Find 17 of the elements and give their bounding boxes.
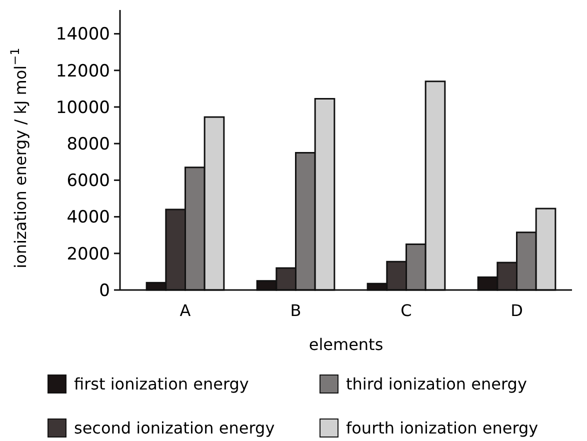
y-tick-label: 2000 [66,244,110,264]
legend-label: fourth ionization energy [346,418,538,438]
y-tick-label: 12000 [56,61,110,82]
y-tick-label: 14000 [56,24,110,45]
x-axis-title: elements [308,335,384,354]
legend-label: third ionization energy [346,374,527,394]
legend-label: first ionization energy [74,374,249,394]
x-tick-label: B [290,301,302,320]
y-tick-label: 4000 [66,208,110,228]
x-tick-label: C [400,301,412,320]
x-tick-label: D [510,301,523,320]
y-tick-label: 0 [99,280,110,301]
legend-label: second ionization energy [74,418,275,438]
y-tick-label: 6000 [66,171,110,192]
x-tick-label: A [180,301,191,320]
y-tick-label: 8000 [66,134,110,155]
y-tick-label: 10000 [56,98,110,118]
